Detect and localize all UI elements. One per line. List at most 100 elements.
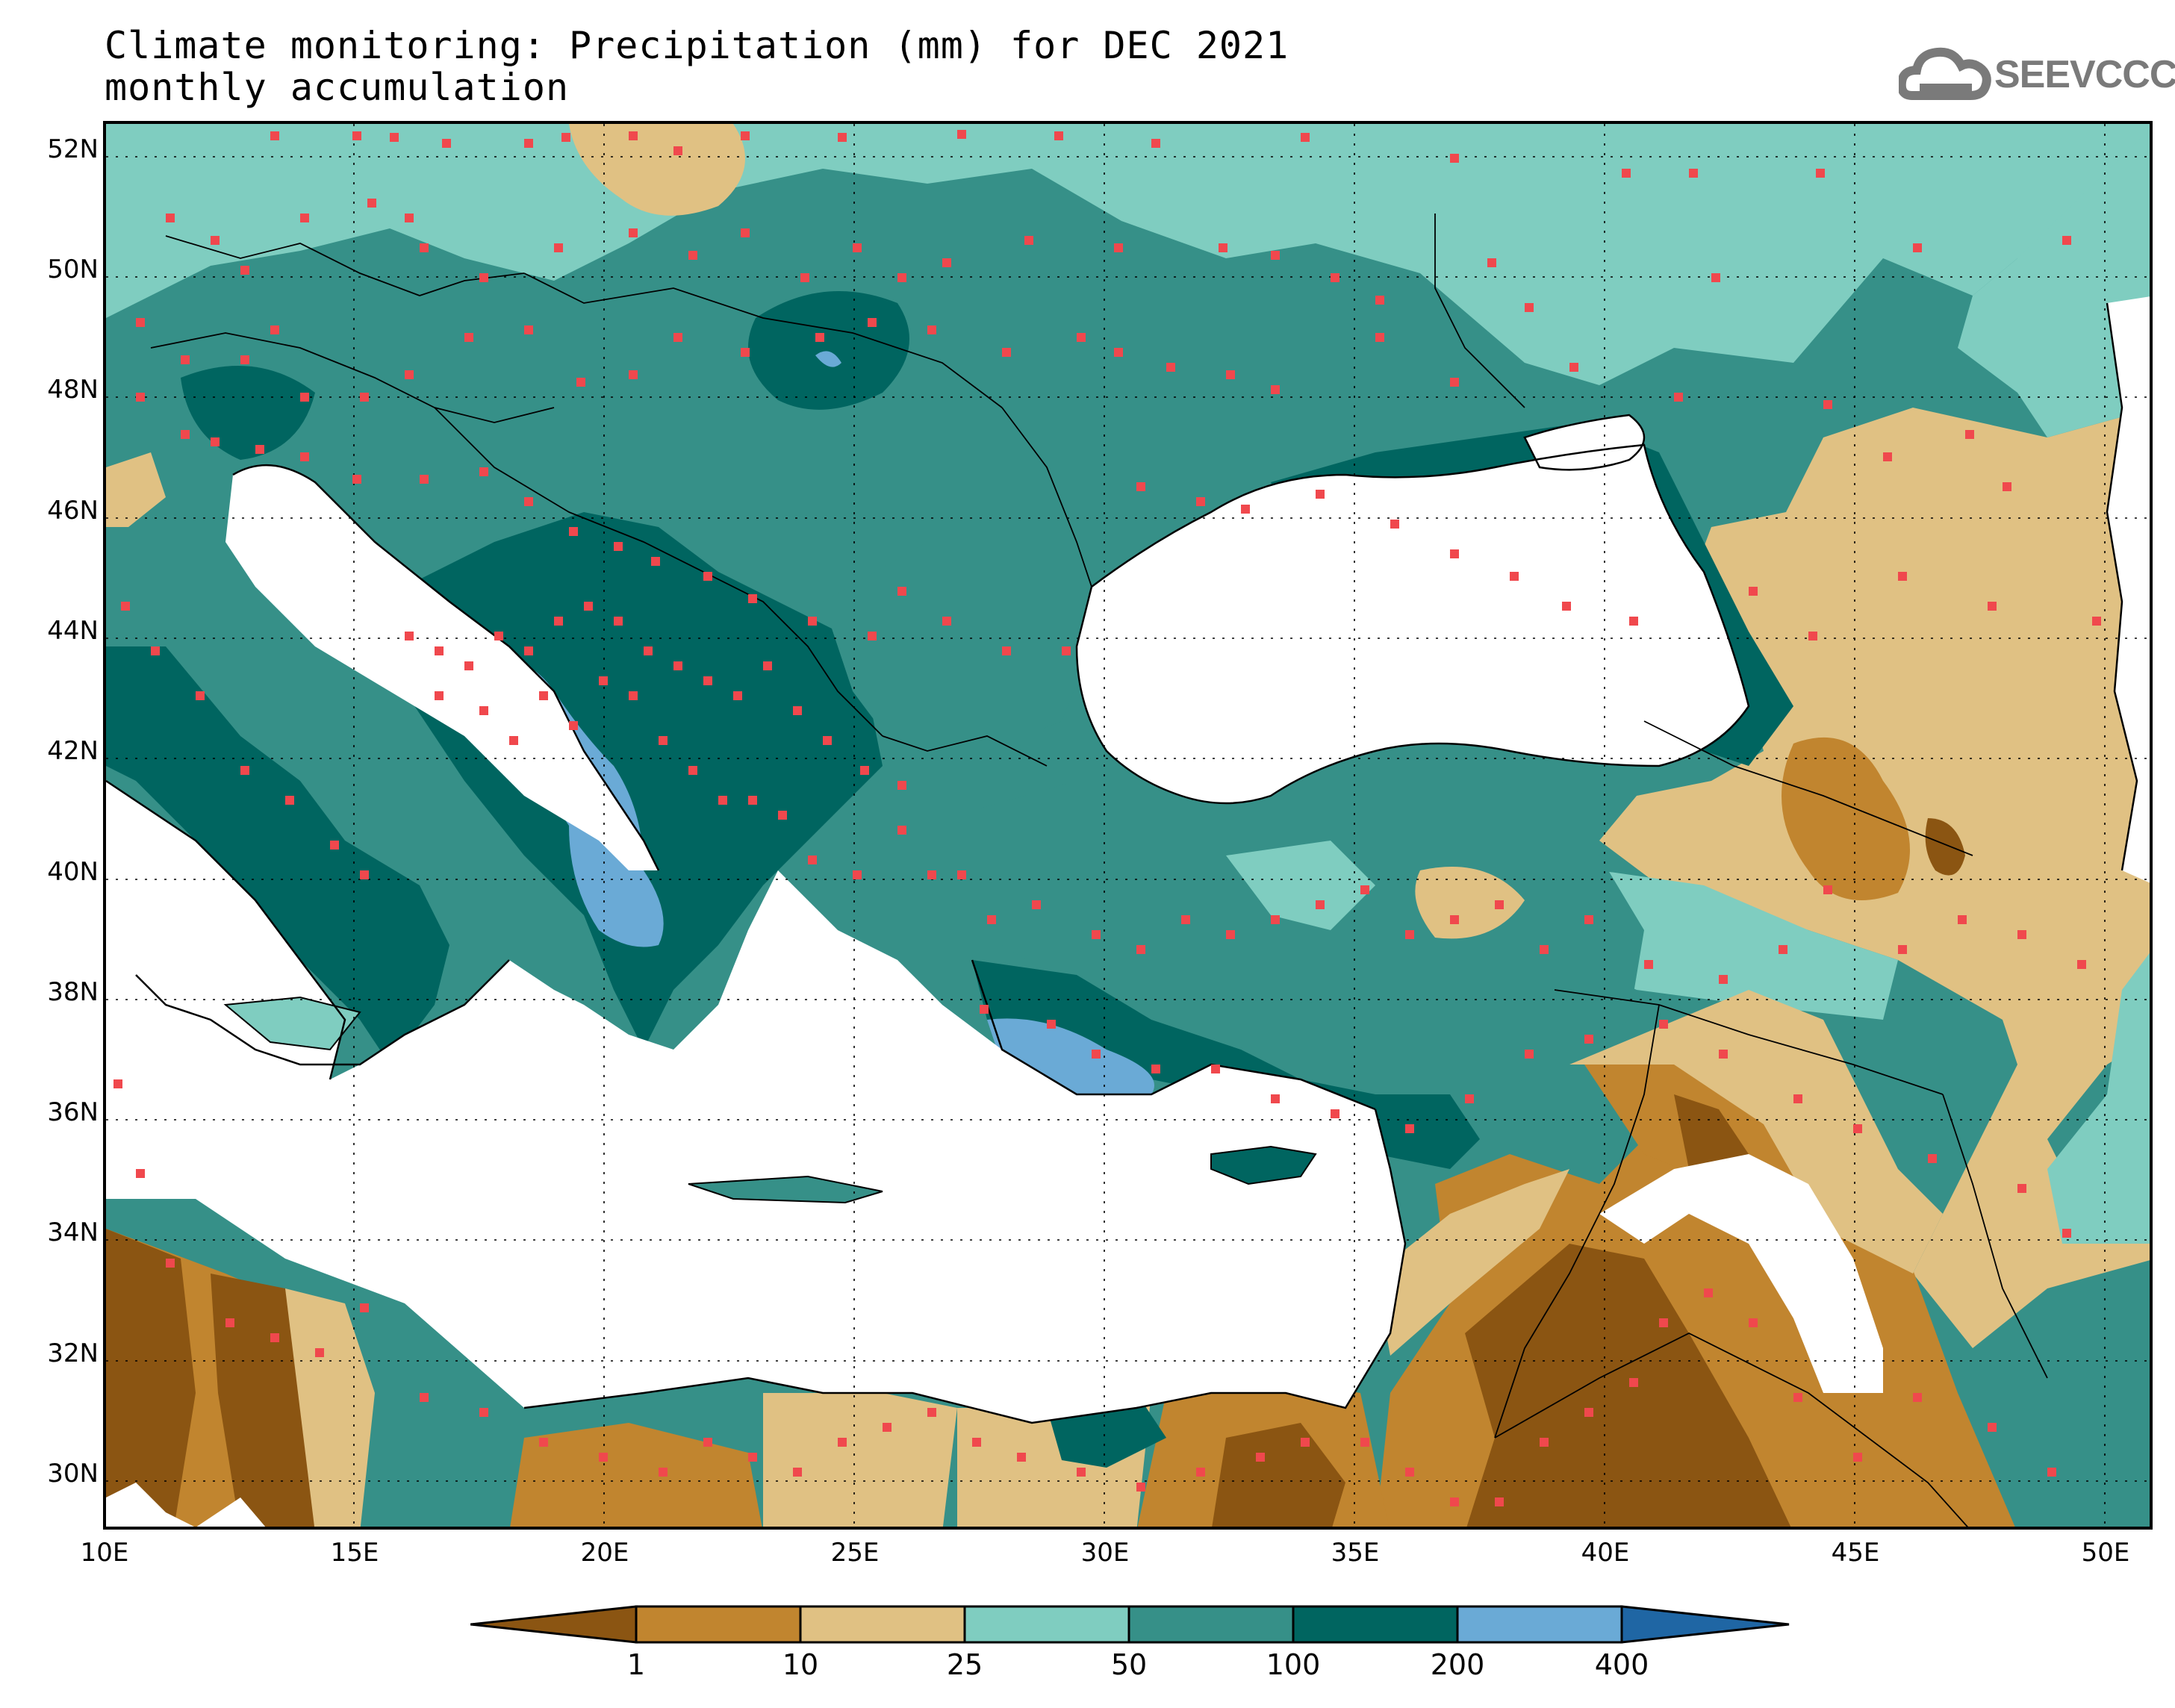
lon-label-50e: 50E xyxy=(2081,1538,2130,1568)
station-marker xyxy=(614,617,623,626)
station-marker xyxy=(1793,1094,1802,1103)
light-teal-northeast xyxy=(1958,129,2150,437)
station-marker xyxy=(1853,1124,1862,1133)
station-marker xyxy=(2017,1184,2026,1193)
lat-label-32n: 32N xyxy=(47,1338,99,1368)
station-marker xyxy=(494,632,503,640)
station-marker xyxy=(673,333,682,342)
station-marker xyxy=(240,355,249,364)
station-marker xyxy=(659,736,668,745)
station-marker xyxy=(352,475,361,484)
station-marker xyxy=(1584,1035,1593,1044)
station-marker xyxy=(1711,273,1720,282)
station-marker xyxy=(1181,915,1190,924)
station-marker xyxy=(113,1079,122,1088)
station-marker xyxy=(741,131,750,140)
station-marker xyxy=(1988,1423,1997,1432)
map-canvas xyxy=(106,124,2150,1527)
station-marker xyxy=(688,251,697,260)
station-marker xyxy=(703,1438,712,1447)
station-marker xyxy=(1271,915,1280,924)
station-marker xyxy=(576,378,585,387)
station-marker xyxy=(442,139,451,148)
brown-caucasus xyxy=(1782,737,1910,900)
colorbar-label-100: 100 xyxy=(1266,1648,1321,1681)
station-marker xyxy=(181,355,190,364)
station-marker xyxy=(121,602,130,611)
lon-label-40e: 40E xyxy=(1581,1538,1630,1568)
station-marker xyxy=(479,467,488,476)
station-marker xyxy=(479,1408,488,1417)
station-marker xyxy=(1062,646,1071,655)
station-marker xyxy=(420,243,429,252)
station-marker xyxy=(1092,1050,1101,1059)
colorbar-label-400: 400 xyxy=(1594,1648,1649,1681)
station-marker xyxy=(1659,1318,1668,1327)
station-marker xyxy=(1136,482,1145,491)
station-marker xyxy=(793,706,802,715)
station-marker xyxy=(1360,885,1369,894)
lat-label-34n: 34N xyxy=(47,1218,99,1247)
station-marker xyxy=(1913,243,1922,252)
sicily xyxy=(223,996,361,1051)
colorbar-segment-1-10 xyxy=(635,1605,802,1644)
precipitation-map xyxy=(103,121,2153,1530)
station-marker xyxy=(629,691,638,700)
grid-lines xyxy=(106,124,2150,1527)
adriatic-sea xyxy=(225,465,659,870)
station-marker xyxy=(1316,490,1325,499)
country-borders xyxy=(150,214,2048,1527)
station-marker xyxy=(360,1303,369,1312)
station-marker xyxy=(1271,1094,1280,1103)
station-marker xyxy=(629,370,638,379)
lon-label-25e: 25E xyxy=(830,1538,880,1568)
colorbar-extend-low xyxy=(470,1605,638,1644)
station-marker xyxy=(405,632,414,640)
station-marker xyxy=(1002,646,1011,655)
station-marker xyxy=(360,870,369,879)
station-marker xyxy=(1898,572,1907,581)
station-marker xyxy=(1823,885,1832,894)
station-marker xyxy=(561,133,570,142)
station-marker xyxy=(240,266,249,275)
station-marker xyxy=(2003,482,2011,491)
station-marker xyxy=(1749,587,1758,596)
station-marker xyxy=(614,542,623,551)
station-marker xyxy=(1674,393,1683,402)
station-marker xyxy=(2062,236,2071,245)
station-marker xyxy=(1965,430,1974,439)
station-marker xyxy=(1301,1438,1310,1447)
station-marker xyxy=(1092,930,1101,939)
station-marker xyxy=(584,602,593,611)
station-marker xyxy=(1047,1020,1056,1029)
station-marker xyxy=(464,333,473,342)
cyprus xyxy=(1210,1145,1317,1185)
station-marker xyxy=(151,646,160,655)
station-marker xyxy=(763,661,772,670)
brown-libya-east xyxy=(510,1423,762,1527)
station-marker xyxy=(942,617,951,626)
station-marker xyxy=(1898,945,1907,954)
station-marker xyxy=(1301,133,1310,142)
colorbar-label-200: 200 xyxy=(1430,1648,1485,1681)
station-marker xyxy=(285,796,294,805)
lat-label-44n: 44N xyxy=(47,616,99,646)
station-marker xyxy=(1495,1497,1504,1506)
blue-spot-carpathians xyxy=(815,351,841,367)
station-marker xyxy=(778,811,787,820)
lat-label-30n: 30N xyxy=(47,1459,99,1489)
station-marker xyxy=(793,1468,802,1477)
station-marker xyxy=(136,393,145,402)
station-marker xyxy=(853,243,862,252)
lat-label-40n: 40N xyxy=(47,857,99,887)
station-marker xyxy=(1316,900,1325,909)
station-marker xyxy=(1219,243,1227,252)
station-marker xyxy=(1226,370,1235,379)
station-marker xyxy=(599,676,608,685)
station-marker xyxy=(569,527,578,536)
station-marker xyxy=(1360,1438,1369,1447)
station-marker xyxy=(838,133,847,142)
station-marker xyxy=(718,796,727,805)
seevccc-logo: SEEVCCC xyxy=(1899,43,2175,110)
colorbar-extend-high xyxy=(1620,1605,1790,1644)
